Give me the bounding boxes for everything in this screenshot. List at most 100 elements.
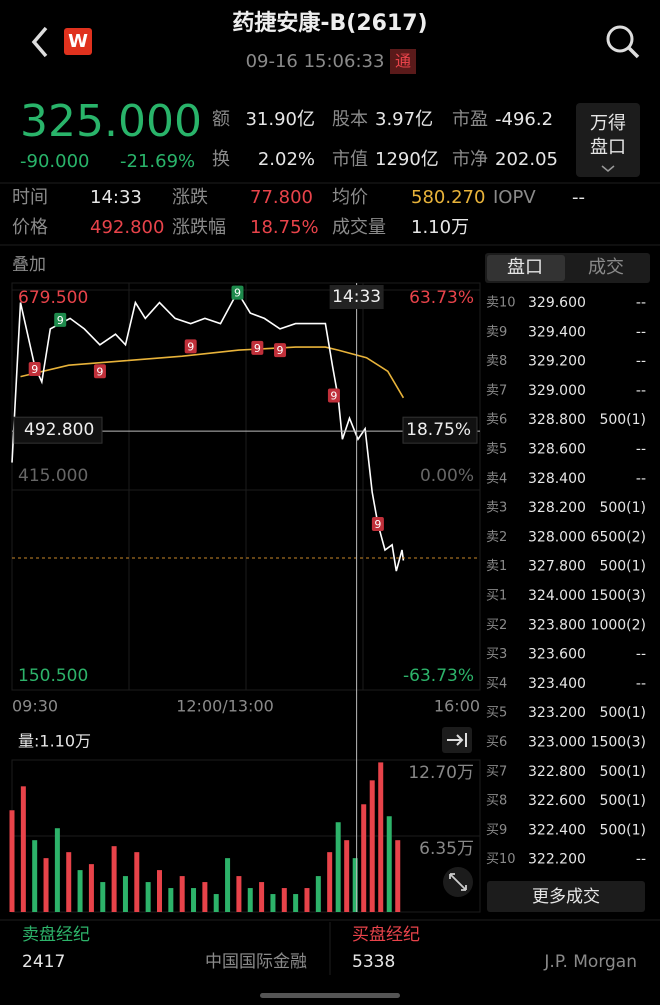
stat-value: 31.90亿 bbox=[245, 109, 315, 130]
book-price: 329.600 bbox=[528, 295, 586, 311]
signal-marker bbox=[184, 339, 197, 354]
book-level: 卖9 bbox=[486, 325, 507, 340]
volume-bar bbox=[9, 810, 15, 912]
volume-bar bbox=[66, 852, 72, 912]
signal-marker bbox=[231, 285, 244, 300]
volume-bar bbox=[20, 786, 26, 912]
home-indicator bbox=[260, 993, 400, 998]
wind-button[interactable] bbox=[576, 103, 640, 177]
crosshair-price-box bbox=[13, 416, 103, 444]
signal-label: 9 bbox=[277, 344, 284, 357]
info-label: 价格 bbox=[12, 217, 48, 238]
book-qty: 500(1) bbox=[599, 559, 646, 575]
signal-label: 9 bbox=[57, 314, 64, 327]
signal-marker bbox=[274, 343, 287, 358]
volume-bar bbox=[315, 876, 321, 912]
badge-text: 通 bbox=[395, 52, 411, 71]
volume-bar bbox=[225, 858, 231, 912]
crosshair-pct: 18.75% bbox=[406, 420, 471, 440]
signal-marker bbox=[251, 340, 264, 355]
book-qty: -- bbox=[636, 324, 646, 340]
book-price: 329.400 bbox=[528, 324, 586, 340]
datetime: 09-16 15:06:33 bbox=[246, 51, 385, 72]
info-label: 涨跌 bbox=[172, 187, 208, 208]
more-button-text[interactable]: 更多成交 bbox=[532, 887, 600, 907]
volume-bar bbox=[122, 876, 128, 912]
book-price: 322.800 bbox=[528, 764, 586, 780]
signal-marker bbox=[327, 388, 340, 403]
more-button[interactable] bbox=[487, 881, 645, 912]
book-price: 328.200 bbox=[528, 500, 586, 516]
signal-label: 9 bbox=[254, 342, 261, 355]
chevron bbox=[601, 165, 615, 172]
buy-broker-name: J.P. Morgan bbox=[543, 952, 637, 972]
book-price: 323.400 bbox=[528, 676, 586, 692]
back-button[interactable] bbox=[31, 26, 48, 58]
crosshair-pct-box bbox=[402, 416, 478, 444]
volume-bar bbox=[304, 888, 310, 912]
volume-bar bbox=[259, 882, 265, 912]
book-price: 329.200 bbox=[528, 354, 586, 370]
y-tick-label: 150.500 bbox=[18, 666, 88, 686]
book-price: 323.600 bbox=[528, 647, 586, 663]
x-label: 09:30 bbox=[12, 697, 58, 716]
tab-selected[interactable] bbox=[487, 255, 565, 281]
y2-tick-label: 63.73% bbox=[409, 288, 474, 308]
info-value: -- bbox=[572, 187, 585, 208]
change-pct: -21.69% bbox=[120, 151, 195, 172]
volume-bar bbox=[236, 876, 242, 912]
book-level: 买10 bbox=[486, 852, 516, 867]
signal-label: 9 bbox=[31, 363, 38, 376]
search-button[interactable] bbox=[606, 25, 640, 59]
logo bbox=[64, 28, 92, 55]
book-level: 卖2 bbox=[486, 530, 507, 545]
tab[interactable]: 盘口 bbox=[507, 257, 543, 278]
stat-value: 1290亿 bbox=[375, 149, 439, 170]
info-label: 时间 bbox=[12, 187, 48, 208]
volume-bar bbox=[134, 852, 140, 912]
volume-bar bbox=[247, 888, 253, 912]
volume-bar bbox=[179, 876, 185, 912]
info-value: 580.270 bbox=[411, 187, 485, 208]
book-qty: 6500(2) bbox=[591, 529, 646, 545]
book-level: 买1 bbox=[486, 589, 507, 604]
book-level: 买2 bbox=[486, 618, 507, 633]
stat-value: -496.2 bbox=[495, 109, 553, 130]
expand-button[interactable] bbox=[443, 867, 473, 897]
book-level: 买9 bbox=[486, 823, 507, 838]
signal-marker bbox=[371, 517, 384, 532]
volume-bar bbox=[395, 840, 401, 912]
volume-bar bbox=[386, 816, 392, 912]
sell-broker-name: 中国国际金融 bbox=[205, 952, 307, 972]
volume-bar bbox=[100, 882, 106, 912]
volume-bar bbox=[213, 894, 219, 912]
volume-bar bbox=[369, 780, 375, 912]
stat-label: 市值 bbox=[332, 149, 368, 170]
signal-label: 9 bbox=[234, 287, 241, 300]
stat-label: 额 bbox=[212, 109, 230, 130]
info-value: 18.75% bbox=[250, 217, 319, 238]
volume-bar bbox=[77, 870, 83, 912]
stat-value: 3.97亿 bbox=[375, 109, 433, 130]
book-level: 卖7 bbox=[486, 383, 507, 398]
tab[interactable]: 成交 bbox=[588, 257, 624, 278]
stat-value: 202.05 bbox=[495, 149, 558, 170]
volume-bar bbox=[156, 870, 162, 912]
book-price: 322.400 bbox=[528, 822, 586, 838]
overlay-label[interactable]: 叠加 bbox=[12, 255, 46, 275]
book-price: 329.000 bbox=[528, 383, 586, 399]
book-price: 328.000 bbox=[528, 529, 586, 545]
jump-button[interactable] bbox=[442, 727, 472, 753]
stat-value: 2.02% bbox=[258, 149, 315, 170]
volume-bar bbox=[293, 894, 299, 912]
signal-marker bbox=[93, 364, 106, 379]
book-level: 买8 bbox=[486, 794, 507, 809]
y-tick-label: 415.000 bbox=[18, 466, 88, 486]
book-level: 买3 bbox=[486, 647, 507, 662]
book-qty: 500(1) bbox=[599, 764, 646, 780]
avg-line bbox=[20, 346, 405, 399]
book-qty: -- bbox=[636, 383, 646, 399]
volume-bar bbox=[202, 882, 208, 912]
volume-bar bbox=[335, 822, 341, 912]
signal-marker bbox=[54, 312, 67, 327]
